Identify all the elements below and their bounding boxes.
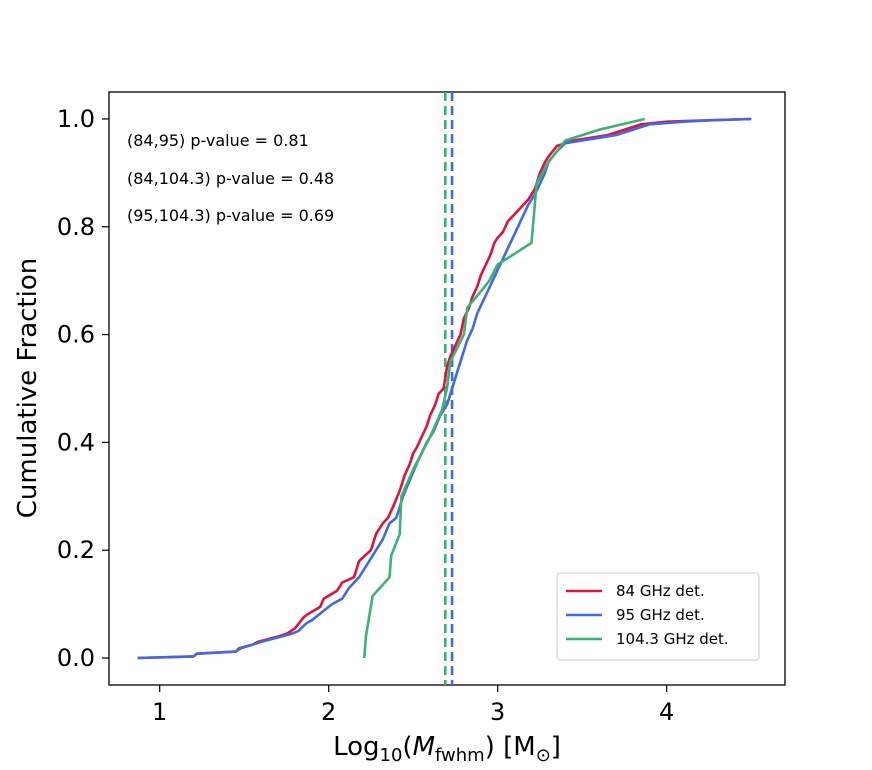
x-tick-label-1: 1 (152, 698, 167, 726)
y-tick-label-0.0: 0.0 (57, 644, 95, 672)
legend-box (556, 572, 760, 661)
legend-label-3: 104.3 GHz det. (616, 630, 729, 648)
pvalue-annotation-84-104: (84,104.3) p-value = 0.48 (127, 169, 334, 188)
pvalue-annotation-84-95: (84,95) p-value = 0.81 (127, 131, 309, 150)
x-tick-label-4: 4 (659, 698, 674, 726)
y-axis-label: Cumulative Fraction (13, 258, 43, 518)
x-axis-label: Log10(Mfwhm) [M⊙] (333, 732, 561, 766)
legend-label-1: 84 GHz det. (616, 582, 705, 600)
series-line-84-ghz (137, 117, 752, 660)
y-axis-ticks: 0.0 0.2 0.4 0.6 0.8 1.0 (57, 105, 109, 672)
y-tick-label-1.0: 1.0 (57, 105, 95, 133)
x-axis-ticks: 1 2 3 4 (152, 685, 674, 726)
series-line-104-3-ghz (362, 117, 645, 659)
y-tick-label-0.6: 0.6 (57, 321, 95, 349)
y-tick-label-0.2: 0.2 (57, 536, 95, 564)
legend-label-2: 95 GHz det. (616, 606, 705, 624)
cdf-series (137, 117, 752, 660)
legend-entries: 84 GHz det. 95 GHz det. 104.3 GHz det. (566, 582, 729, 648)
pvalue-annotation-95-104: (95,104.3) p-value = 0.69 (127, 206, 334, 225)
y-tick-label-0.4: 0.4 (57, 428, 95, 456)
y-tick-label-0.8: 0.8 (57, 213, 95, 241)
x-tick-label-2: 2 (321, 698, 336, 726)
x-tick-label-3: 3 (490, 698, 505, 726)
legend: 84 GHz det. 95 GHz det. 104.3 GHz det. (556, 572, 760, 661)
